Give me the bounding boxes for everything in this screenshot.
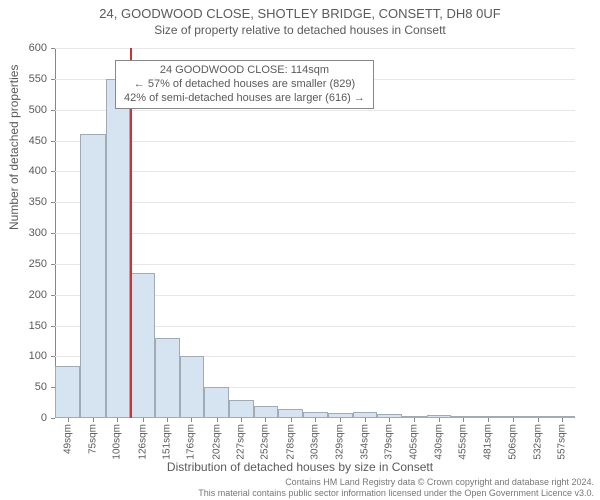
- info-box: 24 GOODWOOD CLOSE: 114sqm ← 57% of detac…: [115, 60, 374, 109]
- y-tick-label: 350: [29, 196, 47, 208]
- x-tick-mark: [117, 418, 118, 422]
- x-tick-label: 176sqm: [186, 424, 197, 460]
- footer: Contains HM Land Registry data © Crown c…: [198, 477, 594, 498]
- y-tick-label: 550: [29, 73, 47, 85]
- histogram-bar: [130, 273, 155, 418]
- x-tick-mark: [439, 418, 440, 422]
- grid-line: [55, 141, 575, 142]
- y-tick-label: 400: [29, 165, 47, 177]
- y-tick-mark: [51, 110, 55, 111]
- y-tick-label: 250: [29, 258, 47, 270]
- y-tick-label: 450: [29, 135, 47, 147]
- x-tick-label: 49sqm: [62, 424, 73, 454]
- x-tick-mark: [291, 418, 292, 422]
- x-tick-mark: [414, 418, 415, 422]
- x-tick-mark: [68, 418, 69, 422]
- histogram-bar: [278, 409, 303, 418]
- histogram-bar: [229, 400, 253, 419]
- y-axis-title: Number of detached properties: [7, 65, 21, 230]
- y-tick-mark: [51, 171, 55, 172]
- x-tick-mark: [513, 418, 514, 422]
- histogram-bar: [155, 338, 179, 418]
- y-tick-mark: [51, 264, 55, 265]
- y-tick-label: 100: [29, 350, 47, 362]
- x-tick-mark: [562, 418, 563, 422]
- grid-line: [55, 233, 575, 234]
- y-tick-label: 0: [41, 412, 47, 424]
- x-tick-label: 506sqm: [507, 424, 518, 460]
- x-tick-label: 75sqm: [87, 424, 98, 454]
- grid-line: [55, 48, 575, 49]
- y-tick-label: 300: [29, 227, 47, 239]
- x-tick-mark: [365, 418, 366, 422]
- x-tick-mark: [538, 418, 539, 422]
- y-tick-label: 50: [35, 381, 47, 393]
- y-tick-label: 200: [29, 289, 47, 301]
- grid-line: [55, 264, 575, 265]
- x-tick-label: 252sqm: [260, 424, 271, 460]
- chart-subtitle: Size of property relative to detached ho…: [0, 21, 600, 37]
- x-tick-label: 405sqm: [409, 424, 420, 460]
- grid-line: [55, 110, 575, 111]
- x-tick-label: 278sqm: [285, 424, 296, 460]
- grid-line: [55, 202, 575, 203]
- y-tick-mark: [51, 418, 55, 419]
- y-tick-label: 600: [29, 42, 47, 54]
- footer-line2: This material contains public sector inf…: [198, 488, 594, 498]
- histogram-bar: [254, 406, 278, 418]
- x-tick-label: 126sqm: [137, 424, 148, 460]
- x-tick-label: 379sqm: [384, 424, 395, 460]
- x-tick-mark: [389, 418, 390, 422]
- y-tick-mark: [51, 326, 55, 327]
- histogram-bar: [55, 366, 80, 418]
- x-tick-label: 151sqm: [161, 424, 172, 460]
- y-tick-mark: [51, 356, 55, 357]
- x-tick-mark: [340, 418, 341, 422]
- x-tick-label: 532sqm: [532, 424, 543, 460]
- x-tick-mark: [265, 418, 266, 422]
- y-tick-mark: [51, 202, 55, 203]
- x-tick-label: 557sqm: [557, 424, 568, 460]
- x-tick-label: 430sqm: [433, 424, 444, 460]
- x-tick-mark: [191, 418, 192, 422]
- info-box-line3: 42% of semi-detached houses are larger (…: [124, 92, 365, 106]
- x-axis-title: Distribution of detached houses by size …: [0, 460, 600, 474]
- grid-line: [55, 171, 575, 172]
- histogram-bar: [106, 79, 130, 418]
- x-tick-label: 227sqm: [235, 424, 246, 460]
- y-tick-label: 500: [29, 104, 47, 116]
- x-tick-mark: [143, 418, 144, 422]
- y-tick-mark: [51, 79, 55, 80]
- x-tick-label: 303sqm: [310, 424, 321, 460]
- y-tick-mark: [51, 233, 55, 234]
- x-tick-label: 354sqm: [359, 424, 370, 460]
- histogram-bar: [180, 356, 204, 418]
- y-tick-mark: [51, 295, 55, 296]
- x-tick-mark: [217, 418, 218, 422]
- x-tick-label: 202sqm: [211, 424, 222, 460]
- x-tick-label: 100sqm: [112, 424, 123, 460]
- info-box-line2: ← 57% of detached houses are smaller (82…: [124, 78, 365, 92]
- x-tick-mark: [315, 418, 316, 422]
- x-tick-label: 329sqm: [335, 424, 346, 460]
- histogram-bar: [204, 387, 229, 418]
- x-tick-mark: [488, 418, 489, 422]
- footer-line1: Contains HM Land Registry data © Crown c…: [198, 477, 594, 487]
- y-tick-mark: [51, 48, 55, 49]
- chart-title: 24, GOODWOOD CLOSE, SHOTLEY BRIDGE, CONS…: [0, 0, 600, 21]
- x-tick-mark: [167, 418, 168, 422]
- x-tick-label: 481sqm: [483, 424, 494, 460]
- x-tick-mark: [93, 418, 94, 422]
- y-tick-mark: [51, 141, 55, 142]
- x-tick-mark: [241, 418, 242, 422]
- histogram-bar: [80, 134, 105, 418]
- x-tick-mark: [463, 418, 464, 422]
- info-box-line1: 24 GOODWOOD CLOSE: 114sqm: [124, 64, 365, 78]
- y-tick-label: 150: [29, 320, 47, 332]
- x-tick-label: 455sqm: [458, 424, 469, 460]
